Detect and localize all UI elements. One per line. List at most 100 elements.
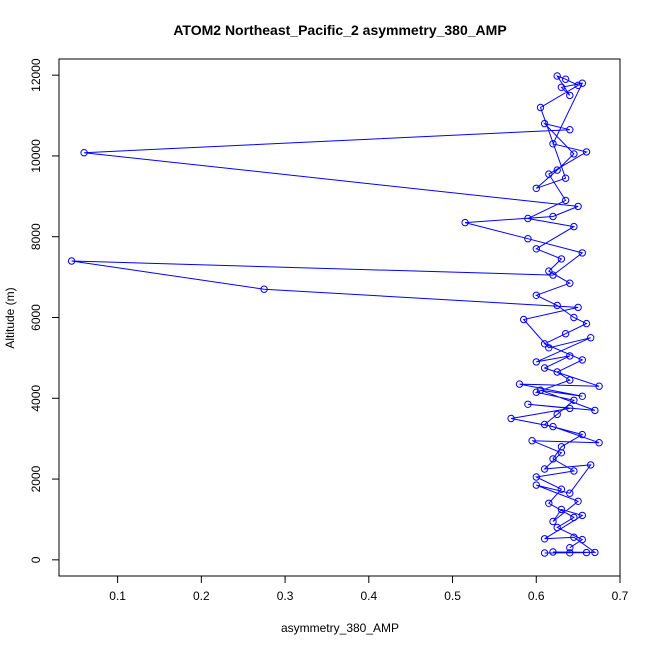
- data-point: [540, 535, 549, 543]
- data-point: [545, 170, 553, 178]
- data-point: [557, 443, 566, 451]
- data-point: [80, 149, 88, 157]
- data-point: [532, 481, 540, 489]
- data-point: [566, 489, 574, 497]
- x-axis-label: asymmetry_380_AMP: [281, 621, 399, 635]
- data-point: [574, 497, 582, 505]
- data-point: [532, 358, 540, 366]
- data-point: [524, 400, 532, 408]
- data-point: [520, 315, 528, 324]
- data-point: [587, 461, 595, 469]
- data-series: [67, 72, 603, 557]
- y-tick-label: 8000: [29, 223, 43, 250]
- y-tick-label: 0: [29, 556, 43, 563]
- data-point: [578, 79, 586, 87]
- data-point: [545, 267, 553, 275]
- data-point: [570, 396, 578, 404]
- data-point: [582, 148, 591, 156]
- data-point: [532, 291, 540, 299]
- data-point: [557, 83, 566, 92]
- data-point: [578, 356, 586, 364]
- data-point: [578, 535, 586, 544]
- data-point: [561, 196, 570, 205]
- data-point: [566, 279, 574, 287]
- data-point: [540, 420, 549, 429]
- data-point: [570, 533, 578, 541]
- data-point: [566, 126, 574, 134]
- data-point: [578, 392, 586, 400]
- data-point: [549, 517, 557, 526]
- data-point: [553, 523, 561, 532]
- data-point: [545, 499, 553, 507]
- data-point: [574, 303, 582, 312]
- data-point: [553, 301, 561, 310]
- data-point: [524, 214, 532, 223]
- data-point: [553, 166, 561, 174]
- data-point: [557, 505, 566, 514]
- data-point: [574, 202, 582, 211]
- data-point: [561, 75, 570, 83]
- x-tick-label: 0.5: [444, 589, 461, 603]
- data-point: [578, 511, 586, 520]
- data-point: [260, 285, 268, 293]
- y-tick-label: 4000: [29, 385, 43, 412]
- data-point: [528, 437, 536, 445]
- y-tick-label: 12000: [29, 58, 43, 92]
- data-point: [536, 386, 545, 394]
- data-point: [566, 376, 574, 384]
- y-tick-label: 10000: [29, 139, 43, 173]
- data-point: [540, 465, 549, 473]
- data-point: [536, 103, 545, 112]
- data-point: [566, 544, 574, 552]
- data-point: [570, 222, 578, 231]
- data-point: [566, 404, 574, 413]
- data-point: [540, 119, 549, 128]
- x-tick-label: 0.6: [528, 589, 545, 603]
- data-point: [591, 548, 599, 557]
- data-point: [545, 344, 553, 352]
- data-point: [557, 255, 566, 263]
- data-point: [591, 406, 599, 415]
- data-point: [553, 368, 561, 376]
- data-point: [549, 212, 557, 221]
- data-point: [557, 485, 566, 493]
- data-point: [540, 364, 549, 372]
- data-point: [515, 380, 524, 388]
- data-point: [532, 473, 540, 481]
- data-point: [553, 410, 561, 419]
- data-point: [532, 184, 540, 193]
- data-point: [582, 319, 591, 328]
- chart-title: ATOM2 Northeast_Pacific_2 asymmetry_380_…: [173, 22, 506, 38]
- data-point: [461, 218, 469, 227]
- data-point: [587, 334, 595, 342]
- data-point: [574, 81, 582, 90]
- y-tick-label: 6000: [29, 304, 43, 331]
- plot-frame: [58, 58, 621, 577]
- data-point: [549, 422, 557, 431]
- y-axis-label: Altitude (m): [3, 287, 17, 348]
- data-point: [595, 439, 603, 447]
- data-point: [582, 548, 591, 557]
- data-point: [549, 271, 557, 279]
- data-point: [566, 549, 574, 557]
- data-point: [532, 388, 540, 396]
- x-tick-label: 0.1: [109, 589, 126, 603]
- data-point: [540, 340, 549, 348]
- axes: 0.1 0.2 0.3 0.4 0.5 0.6 0.7 0 2000 4000 6000 8000 10…: [29, 58, 629, 603]
- data-point: [67, 257, 76, 265]
- x-tick-label: 0.7: [612, 589, 629, 603]
- x-tick-label: 0.3: [277, 589, 294, 603]
- data-point: [578, 430, 586, 439]
- data-point: [561, 330, 570, 338]
- y-tick-label: 2000: [29, 465, 43, 492]
- data-point: [532, 245, 540, 253]
- data-point: [595, 382, 603, 390]
- data-point: [566, 91, 574, 100]
- data-point: [561, 174, 570, 182]
- data-point: [553, 72, 561, 80]
- data-point: [570, 150, 578, 158]
- data-point: [570, 513, 578, 522]
- data-point: [578, 249, 586, 257]
